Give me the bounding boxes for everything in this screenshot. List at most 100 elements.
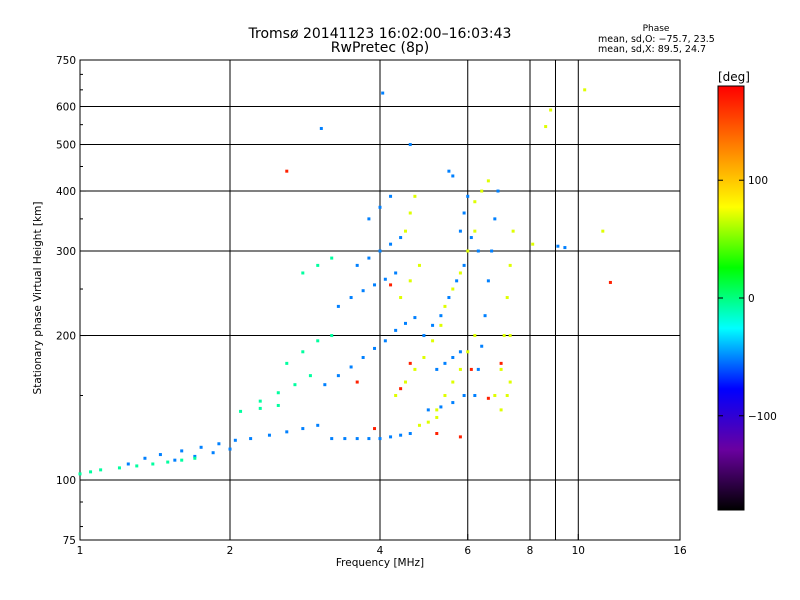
data-point xyxy=(336,374,340,378)
data-point xyxy=(336,304,340,308)
data-point xyxy=(389,194,393,198)
data-point xyxy=(301,350,305,354)
data-point xyxy=(508,334,512,338)
data-point xyxy=(233,438,237,442)
data-point xyxy=(462,394,466,398)
data-point xyxy=(505,296,509,300)
data-point xyxy=(451,380,455,384)
data-point xyxy=(211,451,215,455)
y-tick-label: 500 xyxy=(56,140,76,152)
data-point xyxy=(499,367,503,371)
data-point xyxy=(466,350,470,354)
data-point xyxy=(361,355,365,359)
data-point xyxy=(608,280,612,284)
data-point xyxy=(435,415,439,419)
data-point xyxy=(466,194,470,198)
data-point xyxy=(394,394,398,398)
data-point xyxy=(89,470,93,474)
data-point xyxy=(403,321,407,325)
y-tick-label: 400 xyxy=(56,186,76,198)
data-point xyxy=(443,394,447,398)
data-point xyxy=(117,466,121,470)
data-point xyxy=(373,427,377,431)
data-point xyxy=(426,420,430,424)
data-point xyxy=(143,456,147,460)
data-point xyxy=(399,236,403,240)
data-point xyxy=(549,108,553,112)
data-point xyxy=(373,346,377,350)
data-point xyxy=(367,437,371,441)
colorbar-unit: [deg] xyxy=(718,70,750,84)
data-point xyxy=(330,437,334,441)
data-point xyxy=(199,445,203,449)
data-point xyxy=(462,211,466,215)
data-point xyxy=(135,464,139,468)
x-tick-label: 10 xyxy=(572,545,585,557)
data-point xyxy=(399,433,403,437)
data-point xyxy=(389,242,393,246)
data-point xyxy=(293,383,297,387)
data-point xyxy=(361,289,365,293)
data-point xyxy=(451,355,455,359)
data-point xyxy=(439,323,443,327)
data-point xyxy=(228,447,232,451)
data-point xyxy=(158,453,162,457)
colorbar-tick-label: 0 xyxy=(748,293,755,305)
x-tick-label: 4 xyxy=(377,545,384,557)
data-point xyxy=(531,242,535,246)
data-point xyxy=(439,314,443,318)
data-point xyxy=(378,437,382,441)
data-point xyxy=(413,194,417,198)
data-point xyxy=(180,458,184,462)
data-point xyxy=(435,367,439,371)
data-point xyxy=(544,125,548,129)
x-axis-label: Frequency [MHz] xyxy=(335,557,425,569)
data-point xyxy=(399,296,403,300)
data-point xyxy=(447,296,451,300)
data-point xyxy=(480,189,484,193)
data-point xyxy=(480,344,484,348)
data-point xyxy=(476,367,480,371)
data-point xyxy=(455,279,459,283)
data-point xyxy=(458,435,462,439)
data-point xyxy=(193,454,197,458)
data-point xyxy=(367,217,371,221)
phase-x-stats: mean, sd,X: 89.5, 24.7 xyxy=(598,44,707,55)
data-point xyxy=(435,408,439,412)
data-point xyxy=(499,361,503,365)
x-tick-label: 1 xyxy=(77,545,84,557)
data-point xyxy=(458,350,462,354)
data-point xyxy=(422,355,426,359)
data-point xyxy=(458,229,462,233)
data-point xyxy=(458,271,462,275)
data-point xyxy=(505,394,509,398)
data-point xyxy=(413,367,417,371)
data-point xyxy=(78,472,82,476)
data-point xyxy=(458,367,462,371)
data-point xyxy=(276,403,280,407)
data-point xyxy=(583,88,587,92)
colorbar-tick-label: −100 xyxy=(748,411,777,423)
phase-heading: Phase xyxy=(642,24,670,34)
data-point xyxy=(408,432,412,436)
data-point xyxy=(431,323,435,327)
data-point xyxy=(563,246,567,250)
data-point xyxy=(378,205,382,209)
data-point xyxy=(330,334,334,338)
data-point xyxy=(413,316,417,320)
data-point xyxy=(451,401,455,405)
data-point xyxy=(367,256,371,260)
data-point xyxy=(511,229,515,233)
y-tick-label: 100 xyxy=(56,475,76,487)
data-point xyxy=(316,263,320,267)
data-point xyxy=(473,229,477,233)
data-point xyxy=(508,263,512,267)
data-point xyxy=(383,277,387,281)
data-point xyxy=(493,217,497,221)
data-point xyxy=(431,339,435,343)
data-point xyxy=(285,361,289,365)
data-point xyxy=(383,339,387,343)
data-point xyxy=(451,174,455,178)
data-point xyxy=(451,287,455,291)
data-point xyxy=(217,442,221,446)
